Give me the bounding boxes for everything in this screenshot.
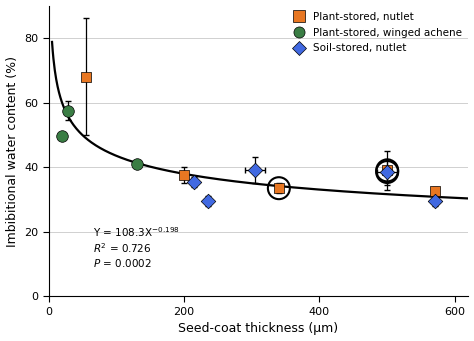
Point bbox=[275, 186, 283, 191]
Y-axis label: Imbibitional water content (%): Imbibitional water content (%) bbox=[6, 56, 18, 247]
Point bbox=[180, 173, 188, 178]
Point bbox=[191, 179, 198, 184]
Point bbox=[383, 169, 391, 175]
X-axis label: Seed-coat thickness (μm): Seed-coat thickness (μm) bbox=[179, 323, 338, 336]
Point bbox=[431, 189, 438, 194]
Point bbox=[431, 198, 438, 204]
Point bbox=[64, 108, 72, 113]
Text: Y = 108.3X$^{-0.198}$
$R^2$ = 0.726
$P$ = 0.0002: Y = 108.3X$^{-0.198}$ $R^2$ = 0.726 $P$ … bbox=[92, 225, 180, 269]
Point bbox=[133, 161, 140, 167]
Point bbox=[383, 168, 391, 173]
Legend: Plant-stored, nutlet, Plant-stored, winged achene, Soil-stored, nutlet: Plant-stored, nutlet, Plant-stored, wing… bbox=[285, 9, 465, 56]
Point bbox=[383, 168, 391, 173]
Point bbox=[82, 74, 90, 79]
Point bbox=[383, 169, 391, 175]
Point bbox=[204, 198, 211, 204]
Point bbox=[58, 134, 66, 139]
Point bbox=[251, 168, 259, 173]
Point bbox=[275, 186, 283, 191]
